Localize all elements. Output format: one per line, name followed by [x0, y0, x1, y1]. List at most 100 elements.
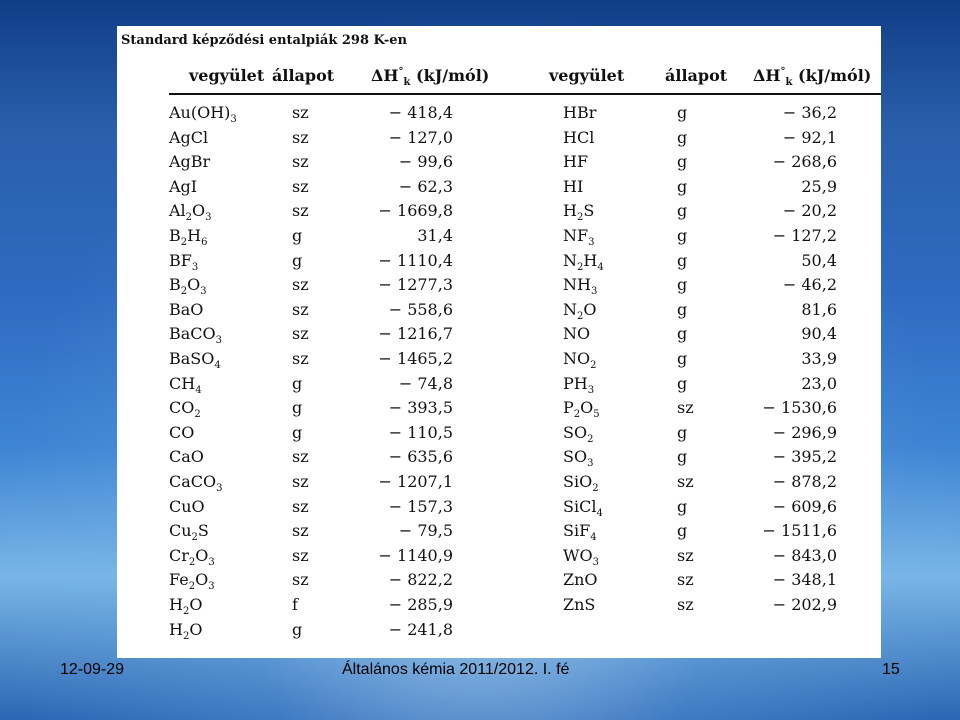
enthalpy-value: − 296,9: [772, 422, 837, 442]
compound-formula: N2O: [563, 299, 597, 322]
enthalpy-value: − 241,8: [388, 619, 453, 639]
enthalpy-value: − 348,1: [772, 570, 837, 590]
physical-state: sz: [292, 201, 309, 221]
compound-formula: Cu2S: [169, 521, 209, 544]
physical-state: g: [677, 152, 688, 172]
compound-formula: P2O5: [563, 398, 600, 421]
compound-formula: SO2: [563, 422, 594, 445]
footer-page-number: 15: [882, 661, 900, 678]
compound-formula: CuO: [169, 496, 205, 516]
enthalpy-value: − 127,2: [772, 226, 837, 245]
header-compound-right: vegyület: [549, 66, 625, 85]
enthalpy-value: − 1511,6: [762, 521, 837, 541]
compound-formula: HF: [563, 152, 589, 172]
enthalpy-value: − 1207,1: [378, 472, 453, 491]
physical-state: g: [292, 619, 303, 639]
compound-formula: AgCl: [169, 127, 209, 147]
physical-state: g: [677, 299, 688, 319]
header-state-right: állapot: [665, 66, 728, 85]
enthalpy-value: 33,9: [801, 349, 837, 368]
enthalpy-value: 50,4: [801, 250, 837, 270]
enthalpy-value: − 558,6: [388, 299, 453, 319]
enthalpy-value: − 99,6: [398, 152, 453, 172]
enthalpy-table-sheet: Standard képződési entalpiák 298 K-en ve…: [117, 26, 881, 658]
physical-state: sz: [292, 299, 309, 319]
compound-formula: AgI: [169, 176, 198, 196]
enthalpy-value: 90,4: [801, 324, 837, 344]
enthalpy-value: − 1669,8: [378, 201, 453, 221]
enthalpy-value: − 110,5: [388, 422, 453, 442]
physical-state: g: [292, 373, 303, 393]
physical-state: g: [677, 250, 688, 270]
physical-state: g: [677, 373, 688, 393]
physical-state: g: [677, 127, 688, 147]
enthalpy-value: − 395,2: [772, 447, 837, 467]
compound-formula: ZnO: [563, 570, 598, 590]
compound-formula: NF3: [563, 226, 595, 249]
compound-formula: H2S: [563, 201, 595, 224]
enthalpy-value: − 1110,4: [378, 250, 453, 270]
enthalpy-value: − 268,6: [772, 152, 837, 172]
physical-state: g: [677, 103, 688, 122]
physical-state: g: [677, 201, 688, 221]
compound-formula: N2H4: [563, 250, 604, 273]
enthalpy-value: − 92,1: [782, 127, 837, 147]
physical-state: sz: [677, 570, 694, 590]
physical-state: sz: [677, 398, 694, 418]
physical-state: sz: [292, 570, 309, 590]
physical-state: g: [677, 349, 688, 368]
enthalpy-value: − 127,0: [388, 127, 453, 147]
footer-course-title: Általános kémia 2011/2012. I. fé: [342, 661, 570, 678]
enthalpy-value: − 46,2: [782, 275, 837, 295]
footer-date: 12-09-29: [60, 661, 125, 678]
header-enthalpy-right: ΔH°k (kJ/mól): [753, 66, 872, 89]
physical-state: sz: [677, 472, 694, 491]
compound-formula: BaSO4: [169, 349, 221, 372]
compound-formula: SiF4: [563, 521, 597, 544]
compound-formula: CaCO3: [169, 472, 223, 495]
enthalpy-value: − 74,8: [398, 373, 453, 393]
physical-state: g: [677, 324, 688, 344]
enthalpy-value: − 1530,6: [762, 398, 837, 418]
compound-formula: Fe2O3: [169, 570, 215, 593]
compound-formula: BF3: [169, 250, 199, 273]
compound-formula: SiCl4: [563, 496, 603, 519]
physical-state: sz: [292, 472, 309, 491]
physical-state: sz: [292, 275, 309, 295]
physical-state: sz: [292, 496, 309, 516]
compound-formula: Al2O3: [169, 201, 212, 224]
enthalpy-value: − 157,3: [388, 496, 453, 516]
enthalpy-value: − 79,5: [398, 521, 453, 541]
enthalpy-value: − 393,5: [388, 398, 453, 418]
enthalpy-value: − 36,2: [782, 103, 837, 122]
enthalpy-value: − 1216,7: [378, 324, 453, 344]
physical-state: g: [292, 250, 303, 270]
compound-formula: Cr2O3: [169, 545, 215, 568]
compound-formula: BaCO3: [169, 324, 223, 347]
physical-state: g: [677, 447, 688, 467]
physical-state: g: [292, 422, 303, 442]
physical-state: g: [677, 496, 688, 516]
physical-state: g: [677, 176, 688, 196]
enthalpy-value: 25,9: [801, 176, 837, 196]
enthalpy-value: 81,6: [801, 299, 837, 319]
compound-formula: Au(OH)3: [169, 103, 237, 126]
enthalpy-value: − 62,3: [398, 176, 453, 196]
enthalpy-value: − 418,4: [388, 103, 453, 122]
enthalpy-value: − 635,6: [388, 447, 453, 467]
physical-state: sz: [292, 349, 309, 368]
compound-formula: H2O: [169, 619, 203, 642]
compound-formula: B2O3: [169, 275, 207, 298]
enthalpy-value: 23,0: [801, 373, 837, 393]
physical-state: g: [292, 226, 303, 245]
compound-formula: CaO: [169, 447, 204, 467]
compound-formula: CO: [169, 422, 195, 442]
enthalpy-value: 31,4: [417, 226, 453, 245]
physical-state: f: [292, 595, 298, 614]
compound-formula: AgBr: [169, 152, 211, 172]
physical-state: sz: [292, 176, 309, 196]
table-caption: Standard képződési entalpiák 298 K-en: [121, 33, 408, 48]
compound-formula: SiO2: [563, 472, 599, 495]
compound-formula: BaO: [169, 299, 204, 319]
enthalpy-value: − 20,2: [782, 201, 837, 221]
